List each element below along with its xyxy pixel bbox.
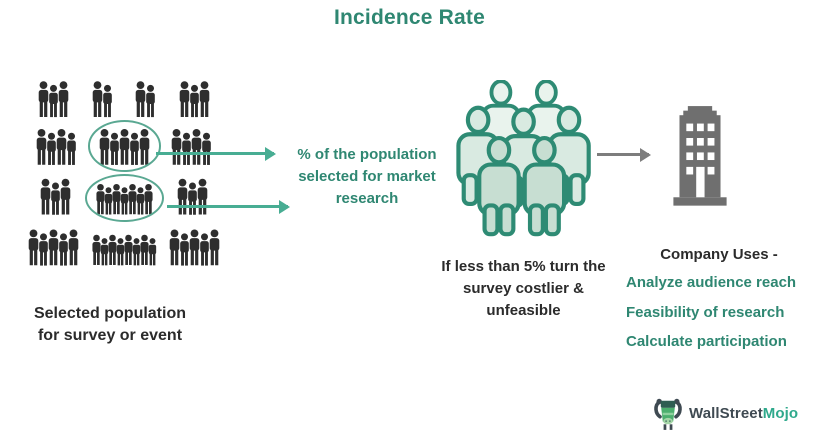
person-icon: [58, 81, 69, 117]
person-icon: [47, 132, 57, 165]
person-icon: [180, 232, 190, 266]
person-icon: [102, 84, 112, 118]
person-icon: [136, 81, 146, 117]
text-line: Calculate participation: [626, 333, 787, 350]
person-icon: [181, 132, 191, 165]
text-line: If less than 5% turn the: [441, 258, 606, 275]
circle-highlight: [87, 120, 161, 172]
person-icon: [91, 234, 101, 265]
brand-logo: WallStreetMojo: [652, 395, 798, 432]
person-icon: [116, 237, 124, 265]
people-group-icon: [452, 80, 594, 240]
crowd-row: [16, 173, 232, 222]
brand-accent: Mojo: [762, 405, 799, 422]
person-icon: [28, 228, 39, 265]
person-icon: [199, 81, 210, 117]
person-icon: [48, 84, 58, 118]
person-icon: [171, 128, 182, 165]
person-icon: [50, 182, 60, 215]
person-icon: [100, 237, 108, 265]
text-line: selected for market: [298, 167, 436, 185]
person-icon: [190, 84, 200, 118]
mid-caption: If less than 5% turn the survey costlier …: [426, 256, 621, 321]
text-line: Feasibility of research: [626, 303, 785, 321]
person-icon: [200, 232, 210, 266]
company-uses-heading: Company Uses -: [660, 246, 778, 263]
people-group-icon: [170, 127, 213, 167]
people-group-icon: [178, 80, 211, 118]
people-group-icon: [176, 176, 209, 217]
person-icon: [139, 234, 149, 265]
company-uses-block: Company Uses - Analyze audience reach Fea…: [626, 246, 812, 352]
person-icon: [60, 178, 71, 214]
person-icon: [209, 228, 220, 265]
people-group-icon: [168, 226, 221, 269]
text-line: unfeasible: [486, 301, 561, 319]
crowd-row: [16, 120, 232, 172]
text-line: % of the population: [297, 146, 437, 163]
arrow-right-icon: [167, 199, 290, 214]
person-icon: [68, 228, 79, 265]
person-icon: [40, 178, 51, 214]
text-line: Selected population: [33, 305, 186, 322]
person-icon: [58, 232, 68, 266]
person-icon: [92, 81, 102, 117]
people-group-icon: [39, 176, 72, 217]
building-icon: [673, 106, 727, 206]
page-title: Incidence Rate: [333, 6, 486, 29]
people-group-icon: [27, 226, 80, 269]
left-caption: Selected population for survey or event: [20, 303, 200, 346]
person-icon: [191, 128, 202, 165]
person-icon: [201, 132, 211, 165]
text-line: Analyze audience reach: [626, 274, 797, 291]
circle-highlight: [84, 173, 164, 222]
crowd-row: [16, 226, 232, 269]
circled-people-group: [87, 120, 161, 172]
person-icon: [146, 84, 156, 118]
circled-people-group: [84, 173, 164, 222]
person-icon: [123, 234, 133, 265]
people-group-icon: [91, 231, 158, 269]
text-line: survey costlier &: [463, 279, 584, 297]
people-group-icon: [37, 80, 70, 118]
person-icon: [148, 237, 156, 265]
bull-logo-icon: [654, 398, 682, 430]
person-icon: [107, 234, 117, 265]
people-group-icon: [134, 80, 157, 118]
arrow-right-icon: [156, 146, 276, 161]
person-icon: [38, 232, 48, 266]
brand-wordmark: WallStreetMojo: [689, 405, 798, 422]
person-icon: [169, 228, 180, 265]
brand-primary: WallStreet: [689, 405, 763, 422]
person-icon: [188, 182, 198, 215]
company-uses-list: Analyze audience reach Feasibility of res…: [626, 273, 812, 352]
person-icon: [189, 228, 200, 265]
text-line: research: [335, 189, 399, 207]
person-icon: [36, 128, 47, 165]
arrow-right-icon: [597, 147, 651, 162]
people-group-icon: [91, 80, 114, 118]
person-icon: [38, 81, 49, 117]
person-icon: [179, 81, 190, 117]
text-line: for survey or event: [37, 326, 183, 344]
population-note: % of the population selected for market re…: [283, 144, 451, 209]
crowd: [16, 80, 232, 277]
person-icon: [132, 237, 140, 265]
person-icon: [56, 128, 67, 165]
people-group-icon: [35, 127, 78, 167]
person-icon: [48, 228, 59, 265]
person-icon: [67, 132, 77, 165]
crowd-row: [16, 80, 232, 118]
